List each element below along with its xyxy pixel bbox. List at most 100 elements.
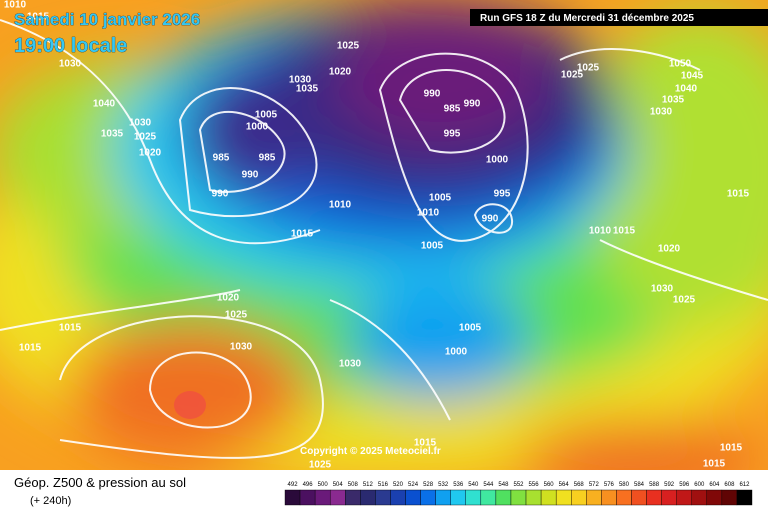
colorbar-label: 600 [694,482,705,488]
isobar-label: 1035 [662,95,685,106]
isobar-label: 1000 [486,155,509,166]
colorbar-label: 512 [363,482,374,488]
isobar-label: 1020 [217,293,240,304]
isobar-label: 1015 [19,343,42,354]
isobar-label: 1010 [329,200,352,211]
colorbar-swatch [405,489,421,506]
colorbar-label: 504 [333,482,344,488]
isobar-labels: 1010101510301040103510301025102010251020… [4,0,750,471]
colorbar-swatch [555,489,572,506]
colorbar-swatch [450,489,466,506]
isobar-label: 1015 [59,323,82,334]
isobar-label: 1045 [681,71,704,82]
colorbar-label: 524 [408,482,419,488]
colorbar-swatch [586,489,602,506]
isobar-label: 1015 [291,229,314,240]
colorbar-swatch [601,489,617,506]
copyright: Copyright © 2025 Meteociel.fr [300,446,441,457]
isobar-label: 1015 [703,459,726,470]
isobar-label: 1030 [651,284,674,295]
colorbar-label: 516 [378,482,389,488]
colorbar-swatch [691,489,708,506]
isobar-label: 1015 [414,438,437,449]
colorbar-swatch [540,489,557,506]
colorbar-swatch [375,489,391,506]
colorbar-label: 492 [288,482,299,488]
isobar-label: 1035 [296,84,319,95]
colorbar-swatch [284,489,301,506]
colorbar-label: 528 [423,482,434,488]
isobar-label: 995 [494,189,511,200]
colorbar-swatch [495,489,512,506]
colorbar-label: 548 [498,482,509,488]
forecast-date: Samedi 10 janvier 2026 [14,10,200,29]
isobar-label: 1050 [669,59,692,70]
isobar-label: 1000 [445,347,468,358]
colorbar-swatch [390,489,406,506]
colorbar-label: 568 [574,482,585,488]
geopotential-field [0,0,768,500]
colorbar-label: 500 [318,482,329,488]
colorbar-swatch [721,489,738,506]
isobar-label: 990 [482,214,499,225]
colorbar-swatch [299,489,316,506]
colorbar-swatch [480,489,497,506]
colorbar-label: 496 [303,482,314,488]
colorbar-label: 596 [679,482,690,488]
isobar-label: 1025 [577,63,600,74]
isobars [0,19,768,459]
isobar-label: 985 [444,104,461,115]
isobar-label: 1005 [429,193,452,204]
colorbar-swatch [706,489,723,506]
isobar-label: 1025 [561,70,584,81]
isobar-label: 1030 [650,107,673,118]
isobar-label: 1005 [459,323,482,334]
colorbar-label: 580 [619,482,630,488]
colorbar-label: 540 [468,482,479,488]
colorbar-swatch [676,489,692,506]
isobar-label: 1025 [134,132,157,143]
isobar-label: 990 [424,89,441,100]
colorbar: 492 496 500 504 508 512 516 520 524 528 532 536 540 5… [284,482,753,506]
isobar-label: 1005 [421,241,444,252]
colorbar-swatch [360,489,376,506]
isobar-label: 1020 [658,244,681,255]
isobar-label: 985 [259,153,276,164]
isobar-label: 1030 [339,359,362,370]
colorbar-label: 544 [483,482,494,488]
colorbar-label: 592 [664,482,675,488]
isobar-label: 1035 [101,129,124,140]
colorbar-swatch [646,489,662,506]
isobar-label: 1025 [225,310,248,321]
colorbar-label: 556 [529,482,540,488]
colorbar-label: 532 [438,482,449,488]
isobar-label: 1030 [230,342,253,353]
colorbar-label: 508 [348,482,359,488]
isobar-label: 1040 [675,84,698,95]
isobar-label: 1015 [720,443,743,454]
colorbar-swatch [329,489,346,506]
colorbar-label: 588 [649,482,660,488]
colorbar-swatch [616,489,632,506]
colorbar-label: 536 [453,482,464,488]
isobar-label: 1025 [673,295,696,306]
colorbar-swatch [510,489,527,506]
colorbar-swatch [661,489,677,506]
isobar-label: 1005 [255,110,278,121]
forecast-time: 19:00 locale [14,35,127,57]
isobar-label: 1020 [329,67,352,78]
colorbar-label: 552 [513,482,524,488]
colorbar-label: 604 [709,482,720,488]
isobar-label: 995 [444,129,461,140]
isobar-label: 1030 [59,59,82,70]
colorbar-swatch [631,489,647,506]
isobar-label: 985 [213,153,230,164]
isobar-label: 1010 [417,208,440,219]
isobar-label: 1015 [613,226,636,237]
colorbar-label: 576 [604,482,615,488]
isobar-label: 1015 [27,12,50,23]
colorbar-swatch [571,489,587,506]
